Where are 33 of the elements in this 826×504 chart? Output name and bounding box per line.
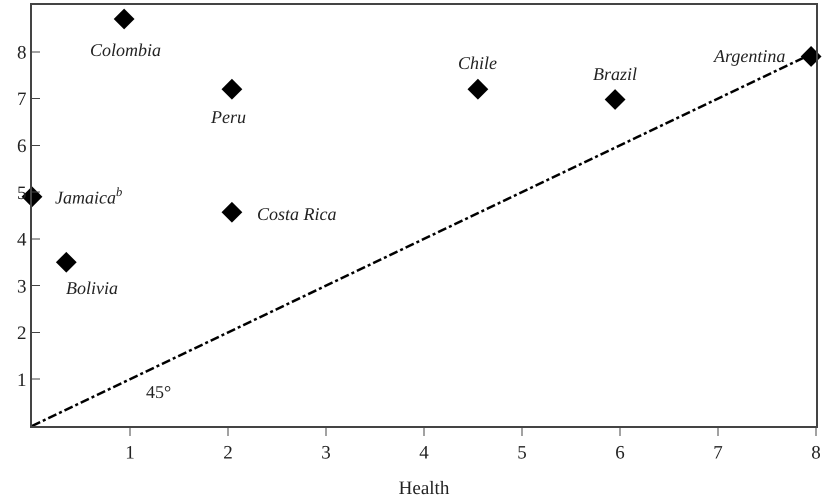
x-tick-label: 6	[615, 442, 625, 464]
y-tick-label: 5	[16, 182, 26, 204]
annotation: Argentina	[713, 46, 786, 66]
point	[114, 8, 135, 30]
y-tick-label: 3	[16, 276, 26, 298]
point	[800, 46, 822, 67]
x-tick-label: 8	[811, 442, 821, 464]
annotation: Chile	[458, 53, 498, 73]
y-tick-label: 2	[16, 323, 26, 344]
x-tick-label: 2	[223, 442, 233, 464]
x-tick-label: 7	[713, 442, 723, 464]
annotation: 45°	[146, 382, 172, 402]
point	[468, 78, 488, 100]
x-tick-label: 5	[517, 442, 527, 464]
y-tick-label: 7	[16, 89, 26, 110]
point	[604, 89, 626, 110]
annotation: Jamaica$^{b}$	[55, 185, 122, 208]
annotation: Colombia	[90, 40, 162, 60]
annotation: Bolivia	[66, 278, 118, 298]
point	[222, 202, 242, 223]
x-axis-title: Health	[398, 478, 450, 499]
point	[222, 78, 242, 100]
x-tick-label: 3	[321, 442, 331, 464]
annotation: Peru	[210, 107, 246, 127]
x-tick-label: 1	[125, 442, 135, 464]
annotation: Brazil	[593, 64, 638, 84]
y-tick-label: 4	[16, 230, 27, 251]
y-tick-label: 8	[16, 42, 26, 64]
x-tick-label: 4	[419, 442, 430, 464]
y-tick-label: 1	[16, 370, 26, 391]
annotation: Costa Rica	[257, 204, 336, 224]
point	[56, 252, 77, 273]
y-tick-label: 6	[16, 136, 26, 157]
